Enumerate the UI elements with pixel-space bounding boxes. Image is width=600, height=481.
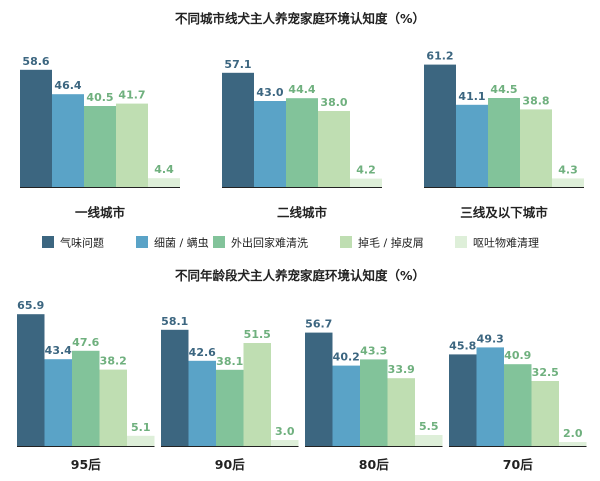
value-label-2-3: 44.4 — [288, 83, 315, 96]
bar-4-5 — [559, 442, 587, 446]
value-label-2-2: 42.6 — [189, 346, 216, 359]
value-label-4-3: 40.9 — [504, 349, 531, 362]
category-label-3: 80后 — [359, 457, 389, 472]
legend-label-4: 掉毛 / 掉皮屑 — [358, 236, 424, 250]
legend-label-1: 气味问题 — [60, 236, 104, 250]
bar-2-5 — [350, 178, 382, 187]
bar-1-4 — [99, 369, 127, 446]
bar-1-4 — [116, 103, 148, 187]
bar-2-2 — [254, 101, 286, 187]
value-label-4-4: 32.5 — [532, 366, 559, 379]
value-label-2-5: 3.0 — [275, 425, 295, 438]
value-label-4-2: 49.3 — [477, 332, 504, 345]
legend-swatch-4 — [340, 236, 352, 248]
value-label-1-5: 5.1 — [131, 421, 151, 434]
value-label-4-5: 2.0 — [563, 427, 583, 440]
value-label-3-5: 5.5 — [419, 420, 439, 433]
bar-1-5 — [148, 178, 180, 187]
legend: 气味问题 细菌 / 螨虫 外出回家难清洗 掉毛 / 掉皮屑 呕吐物难清理 — [42, 236, 539, 250]
bar-4-2 — [476, 347, 504, 446]
value-label-2-1: 58.1 — [161, 315, 188, 328]
value-label-2-2: 43.0 — [256, 86, 283, 99]
bar-3-3 — [360, 359, 388, 446]
category-label-4: 70后 — [503, 457, 533, 472]
bar-2-2 — [188, 360, 216, 446]
bar-4-1 — [449, 354, 477, 446]
legend-swatch-3 — [213, 236, 225, 248]
bar-3-1 — [305, 332, 333, 446]
category-label-3: 三线及以下城市 — [460, 205, 548, 220]
bar-3-1 — [424, 64, 456, 187]
value-label-1-3: 40.5 — [86, 91, 113, 104]
value-label-1-3: 47.6 — [72, 336, 99, 349]
value-label-4-1: 45.8 — [449, 339, 476, 352]
legend-label-3: 外出回家难清洗 — [231, 236, 308, 250]
value-label-3-4: 33.9 — [388, 363, 415, 376]
value-label-3-4: 38.8 — [522, 94, 549, 107]
value-label-2-4: 51.5 — [244, 328, 271, 341]
bar-2-3 — [286, 98, 318, 187]
bar-1-1 — [20, 69, 52, 187]
bar-1-1 — [17, 314, 45, 446]
value-label-3-1: 56.7 — [305, 318, 332, 331]
bar-3-4 — [387, 378, 415, 446]
value-label-2-5: 4.2 — [356, 164, 376, 177]
value-label-3-3: 44.5 — [490, 83, 517, 96]
bar-1-5 — [127, 435, 155, 446]
bar-2-4 — [243, 343, 271, 446]
bar-3-2 — [456, 104, 488, 187]
chart-title-city-tier: 不同城市线犬主人养宠家庭环境认知度（%） — [175, 11, 425, 26]
value-label-1-5: 4.4 — [154, 163, 174, 176]
bar-4-3 — [504, 364, 532, 446]
category-label-2: 90后 — [215, 457, 245, 472]
bar-2-3 — [216, 369, 244, 446]
category-label-2: 二线城市 — [277, 205, 328, 220]
bar-2-1 — [161, 329, 189, 446]
bar-3-5 — [415, 435, 443, 446]
legend-swatch-2 — [136, 236, 148, 248]
bar-3-5 — [552, 178, 584, 187]
bar-1-2 — [52, 94, 84, 187]
value-label-3-2: 41.1 — [458, 90, 485, 103]
value-label-3-2: 40.2 — [333, 351, 360, 364]
value-label-1-1: 58.6 — [22, 55, 49, 68]
bar-1-3 — [84, 106, 116, 187]
bar-2-4 — [318, 111, 350, 187]
legend-label-5: 呕吐物难清理 — [473, 236, 539, 250]
category-label-1: 一线城市 — [75, 205, 126, 220]
value-label-1-4: 41.7 — [118, 89, 145, 102]
bar-4-4 — [531, 381, 559, 446]
value-label-1-2: 43.4 — [45, 344, 72, 357]
bar-3-4 — [520, 109, 552, 187]
value-label-3-3: 43.3 — [360, 344, 387, 357]
value-label-2-1: 57.1 — [224, 58, 251, 71]
bar-2-1 — [222, 72, 254, 187]
value-label-2-4: 38.0 — [320, 96, 347, 109]
value-label-3-1: 61.2 — [426, 50, 453, 63]
bar-2-5 — [271, 440, 299, 446]
age-group-bar-chart: 65.9 43.447.638.2 5.1 95后 58.1 42.638.1 51.5 3.… — [17, 299, 587, 472]
legend-label-2: 细菌 / 螨虫 — [154, 237, 209, 250]
legend-swatch-5 — [455, 236, 467, 248]
value-label-1-4: 38.2 — [100, 355, 127, 368]
value-label-3-5: 4.3 — [558, 163, 578, 176]
value-label-1-2: 46.4 — [54, 79, 81, 92]
category-label-1: 95后 — [71, 457, 101, 472]
value-label-2-3: 38.1 — [216, 355, 243, 368]
bar-3-2 — [332, 365, 360, 446]
value-label-1-1: 65.9 — [17, 299, 44, 312]
bar-1-2 — [44, 359, 72, 446]
bar-1-3 — [72, 350, 100, 446]
legend-swatch-1 — [42, 236, 54, 248]
chart-title-age-group: 不同年龄段犬主人养宠家庭环境认知度（%） — [175, 268, 425, 283]
bar-3-3 — [488, 98, 520, 187]
city-tier-bar-chart: 58.6 46.4 40.5 41.7 4.4 一线城市 57.1 43.0 44.4 38.0 4… — [20, 50, 584, 220]
